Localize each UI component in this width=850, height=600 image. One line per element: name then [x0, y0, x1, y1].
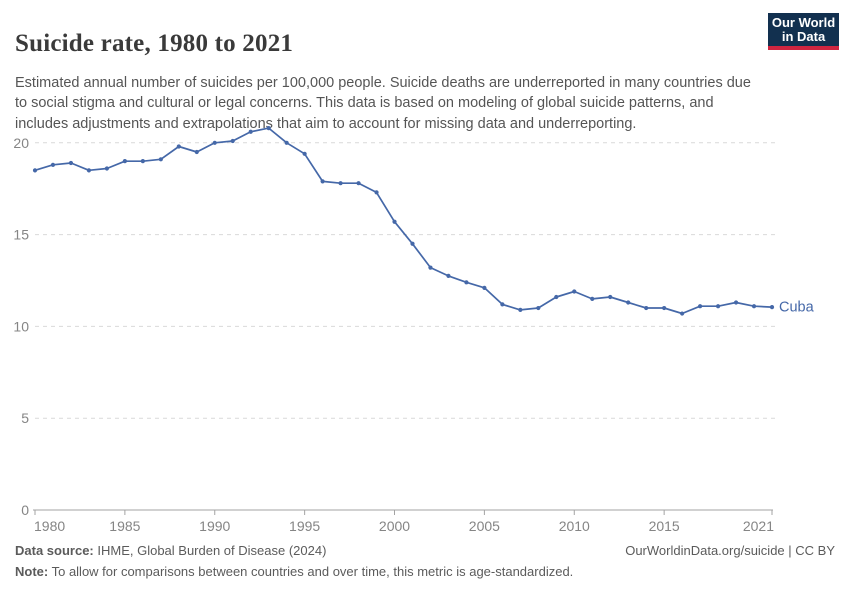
data-point[interactable] — [536, 305, 541, 311]
citation-link[interactable]: OurWorldinData.org/suicide | CC BY — [625, 543, 835, 558]
data-point[interactable] — [248, 129, 253, 134]
data-point[interactable] — [769, 305, 775, 310]
data-point[interactable] — [715, 304, 721, 309]
data-point[interactable] — [518, 307, 523, 312]
svg-text:2015: 2015 — [649, 518, 680, 534]
svg-text:5: 5 — [21, 410, 29, 426]
data-point[interactable] — [356, 181, 361, 186]
data-point[interactable] — [751, 304, 757, 309]
data-point[interactable] — [140, 159, 145, 164]
data-point[interactable] — [338, 181, 343, 186]
note-label: Note: — [15, 564, 49, 579]
data-point[interactable] — [680, 311, 685, 316]
data-point[interactable] — [482, 285, 487, 290]
page-title: Suicide rate, 1980 to 2021 — [15, 29, 294, 57]
data-point[interactable] — [86, 168, 92, 173]
y-axis-labels: 0 5 10 15 20 — [13, 135, 29, 518]
svg-text:2005: 2005 — [469, 518, 500, 534]
data-point[interactable] — [644, 305, 649, 311]
data-point[interactable] — [608, 294, 613, 300]
data-point[interactable] — [104, 166, 110, 171]
data-point[interactable] — [68, 160, 74, 166]
data-point[interactable] — [302, 151, 307, 156]
data-point[interactable] — [320, 179, 325, 184]
data-point[interactable] — [392, 219, 397, 224]
chart-subtitle: Estimated annual number of suicides per … — [15, 74, 751, 132]
data-point[interactable] — [194, 149, 199, 155]
series-line[interactable] — [34, 127, 773, 315]
svg-text:0: 0 — [21, 502, 29, 518]
note-value: To allow for comparisons between countri… — [48, 564, 574, 579]
chart-footer: Data source: IHME, Global Burden of Dise… — [15, 543, 835, 579]
data-point[interactable] — [626, 300, 631, 305]
data-point[interactable] — [733, 300, 739, 305]
data-point[interactable] — [464, 280, 469, 285]
svg-text:2021: 2021 — [743, 518, 774, 534]
svg-text:10: 10 — [13, 318, 29, 334]
svg-text:20: 20 — [13, 135, 29, 151]
data-point[interactable] — [212, 140, 217, 145]
svg-text:2010: 2010 — [559, 518, 590, 534]
data-source-label: Data source: — [15, 543, 94, 558]
data-point[interactable] — [697, 304, 703, 309]
y-gridlines — [35, 142, 778, 419]
data-point[interactable] — [50, 162, 56, 167]
data-point[interactable] — [266, 126, 271, 131]
x-axis: 1980 1985 1990 1995 2000 2005 2010 2015 2021 — [33, 509, 774, 534]
data-point[interactable] — [446, 273, 451, 279]
data-point[interactable] — [122, 159, 127, 164]
svg-text:1990: 1990 — [199, 518, 230, 534]
data-point[interactable] — [428, 265, 433, 270]
svg-text:2000: 2000 — [379, 518, 410, 534]
data-point[interactable] — [500, 302, 505, 307]
svg-text:15: 15 — [13, 227, 29, 243]
data-point[interactable] — [554, 294, 559, 300]
owid-logo-stripe — [768, 46, 839, 50]
data-point[interactable] — [590, 296, 595, 301]
data-point[interactable] — [572, 289, 577, 294]
data-point[interactable] — [374, 190, 379, 195]
line-chart-svg[interactable]: 0 5 10 15 20 1980 1985 1990 1995 2000 2005 2010 2015… — [0, 118, 850, 548]
data-points[interactable] — [32, 126, 775, 316]
data-point[interactable] — [410, 241, 415, 246]
svg-text:1985: 1985 — [109, 518, 140, 534]
owid-logo[interactable]: Our World in Data — [768, 13, 839, 50]
data-point[interactable] — [32, 168, 38, 173]
data-source-value: IHME, Global Burden of Disease (2024) — [93, 543, 327, 558]
data-point[interactable] — [158, 157, 163, 162]
data-source: Data source: IHME, Global Burden of Dise… — [15, 543, 326, 558]
svg-text:1995: 1995 — [289, 518, 320, 534]
data-point[interactable] — [662, 305, 667, 311]
data-point[interactable] — [230, 138, 235, 144]
chart-note: Note: To allow for comparisons between c… — [15, 564, 835, 579]
svg-text:1980: 1980 — [34, 518, 65, 534]
entity-label[interactable]: Cuba — [779, 300, 815, 316]
data-point[interactable] — [176, 144, 181, 149]
data-point[interactable] — [284, 140, 289, 145]
line-chart[interactable]: 0 5 10 15 20 1980 1985 1990 1995 2000 2005 2010 2015… — [0, 118, 850, 548]
owid-logo-text: Our World in Data — [768, 13, 839, 46]
